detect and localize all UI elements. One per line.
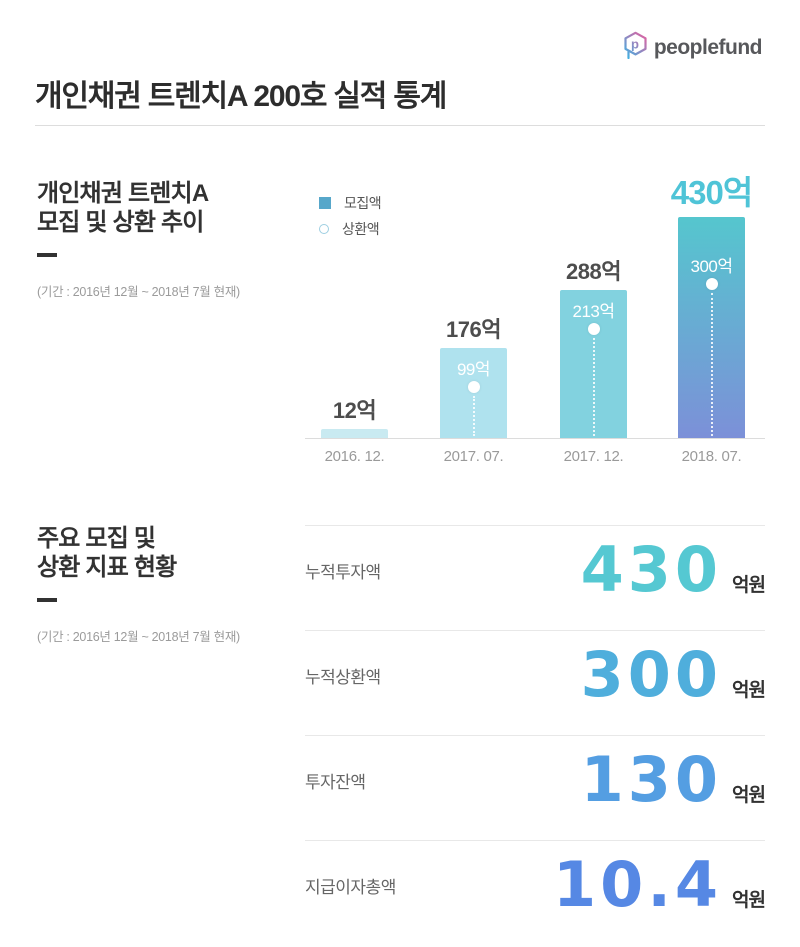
metric-value-group: 430 억원 <box>580 533 766 606</box>
repaid-dotted-line <box>472 396 475 436</box>
x-axis-baseline <box>305 438 765 439</box>
metric-row: 투자잔액 130 억원 <box>305 735 766 840</box>
repaid-dotted-line <box>710 293 713 436</box>
metric-label: 누적투자액 <box>305 562 381 582</box>
metric-unit: 억원 <box>732 785 766 806</box>
metrics-section-header: 주요 모집 및 상환 지표 현황 (기간 : 2016년 12월 ~ 2018년… <box>37 524 287 645</box>
x-axis-label: 2016. 12. <box>324 448 385 465</box>
x-axis-label: 2017. 12. <box>563 448 624 465</box>
metric-value-group: 130 억원 <box>580 743 766 816</box>
section-dash <box>37 598 57 602</box>
peoplefund-logo-text: peoplefund <box>653 35 763 59</box>
repaid-circle-marker <box>705 278 718 290</box>
metric-value-group: 300 억원 <box>580 638 766 711</box>
repaid-circle-marker <box>587 323 600 335</box>
section-dash <box>37 253 57 257</box>
chart-legend: 모집액 상환액 <box>319 195 382 247</box>
bar-value-label: 176억 <box>446 317 501 342</box>
metrics-section-period: (기간 : 2016년 12월 ~ 2018년 7월 현재) <box>37 630 240 644</box>
bar-chart: 모집액 상환액 12억 2016. 12. 176억 99억 2017. 07. 288억… <box>305 174 765 470</box>
metrics-table: 누적투자액 430 억원 누적상환액 300 억원 투자잔액 130 억원 지급이자총액 10.4 억… <box>305 525 766 945</box>
title-divider <box>35 125 765 126</box>
metric-value: 430 <box>580 533 723 606</box>
bar-value-label: 430억 <box>670 174 753 211</box>
chart-section-title: 개인채권 트렌치A 모집 및 상환 추이 <box>37 180 209 236</box>
outline-circle-icon <box>319 224 329 234</box>
legend-item-repaid: 상환액 <box>319 221 381 237</box>
chart-section-header: 개인채권 트렌치A 모집 및 상환 추이 (기간 : 2016년 12월 ~ 2… <box>37 179 287 300</box>
bar-repaid-label: 99억 <box>456 360 491 379</box>
x-axis-label: 2017. 07. <box>443 448 504 465</box>
metric-unit: 억원 <box>732 575 766 596</box>
svg-text:p: p <box>631 37 639 52</box>
chart-section-period: (기간 : 2016년 12월 ~ 2018년 7월 현재) <box>37 285 240 299</box>
page-title: 개인채권 트렌치A 200호 실적 통계 <box>35 80 447 113</box>
legend-item-raised: 모집액 <box>319 195 382 211</box>
metric-row: 누적상환액 300 억원 <box>305 630 766 735</box>
repaid-circle-marker <box>467 381 480 393</box>
metric-unit: 억원 <box>732 680 766 701</box>
metric-row: 지급이자총액 10.4 억원 <box>305 840 766 945</box>
bar-value-label: 288억 <box>566 259 621 284</box>
peoplefund-logo-icon: p <box>623 31 648 64</box>
metric-unit: 억원 <box>732 890 766 911</box>
peoplefund-logo: p peoplefund <box>623 31 763 64</box>
metric-value: 300 <box>580 638 723 711</box>
bar-repaid-label: 213억 <box>572 302 615 321</box>
metric-value: 10.4 <box>553 848 723 921</box>
repaid-dotted-line <box>592 338 595 436</box>
filled-square-icon <box>319 197 331 209</box>
raised-bar <box>321 429 388 438</box>
bar-value-label: 12억 <box>332 398 377 423</box>
bar-repaid-label: 300억 <box>690 257 733 276</box>
metric-value-group: 10.4 억원 <box>553 848 766 921</box>
metric-value: 130 <box>580 743 723 816</box>
metric-label: 누적상환액 <box>305 667 381 687</box>
metric-label: 지급이자총액 <box>305 877 396 897</box>
metrics-section-title: 주요 모집 및 상환 지표 현황 <box>37 525 177 581</box>
x-axis-label: 2018. 07. <box>681 448 742 465</box>
metric-label: 투자잔액 <box>305 772 366 792</box>
metric-row: 누적투자액 430 억원 <box>305 525 766 630</box>
